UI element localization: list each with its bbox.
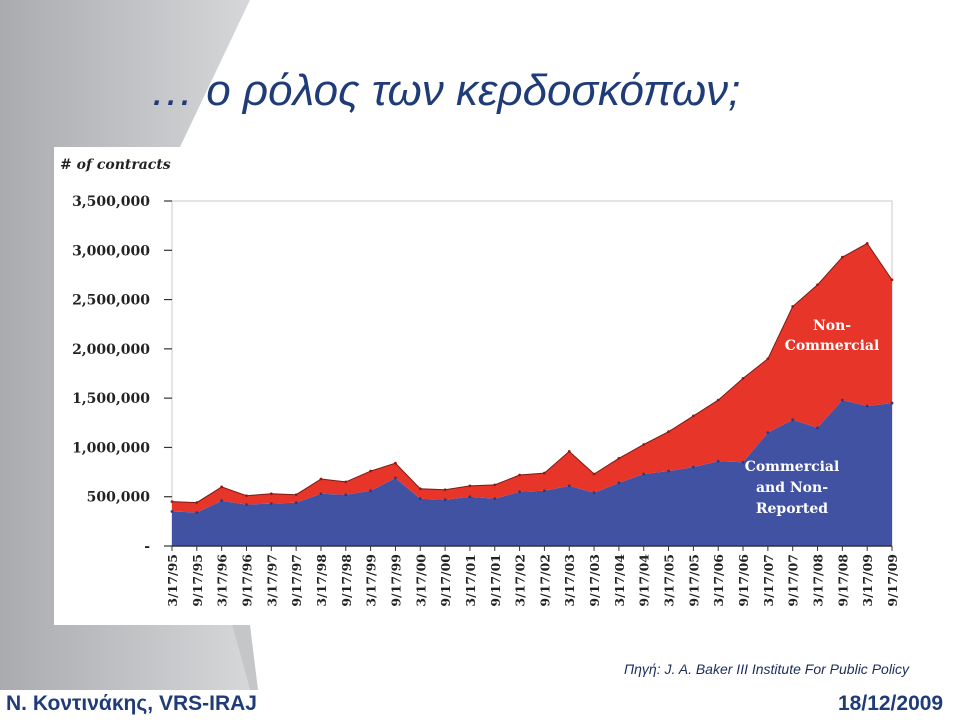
point-commercial — [567, 484, 571, 488]
point-commercial — [691, 465, 695, 469]
x-tick-label: 3/17/01 — [463, 554, 478, 607]
y-tick-label: - — [144, 539, 150, 555]
x-tick-label: 9/17/09 — [885, 554, 900, 607]
point-commercial — [592, 491, 596, 495]
point-commercial — [245, 503, 248, 506]
annotation-commercial: Commercial and Non-Reported — [745, 459, 840, 517]
x-tick-label: 3/17/05 — [662, 554, 677, 607]
x-tick-label: 9/17/00 — [438, 554, 453, 607]
x-tick-label: 3/17/96 — [215, 554, 230, 607]
y-tick-label: 1,000,000 — [72, 440, 150, 456]
annotation-non-commercial: Non-Commercial — [785, 318, 880, 354]
x-tick-label: 3/17/98 — [314, 554, 329, 607]
author-name: Ν. Κοντινάκης, VRS-IRAJ — [6, 692, 257, 715]
x-tick-label: 3/17/04 — [612, 554, 627, 607]
x-tick-label: 3/17/08 — [811, 554, 826, 607]
point-commercial — [394, 476, 397, 480]
x-tick-label: 9/17/02 — [537, 554, 552, 607]
y-tick-label: 500,000 — [87, 490, 151, 506]
point-commercial — [667, 469, 670, 473]
series-noncommercial-area — [172, 243, 892, 513]
x-tick-label: 3/17/03 — [562, 554, 577, 607]
series-top-edge — [171, 242, 893, 504]
point-commercial — [642, 472, 646, 476]
slide-date: 18/12/2009 — [838, 692, 944, 715]
point-commercial — [269, 502, 273, 506]
source-note: Πηγή: J. A. Baker III Institute For Publ… — [624, 661, 910, 677]
x-tick-label: 9/17/07 — [786, 554, 801, 607]
point-commercial — [418, 497, 422, 501]
x-tick-label: 9/17/03 — [587, 554, 602, 607]
x-tick-label: 3/17/09 — [860, 554, 875, 607]
point-commercial — [170, 510, 174, 513]
x-tick-label: 9/17/05 — [686, 554, 701, 607]
x-tick-label: 3/17/97 — [264, 554, 279, 607]
point-commercial — [816, 426, 819, 430]
point-commercial — [617, 481, 621, 485]
point-commercial — [493, 497, 497, 501]
stacked-area-chart: # of contracts - 500,000 1,000,000 1,500,000… — [60, 157, 900, 607]
x-tick-label: 9/17/06 — [736, 554, 751, 607]
point-commercial — [443, 498, 447, 502]
chart-panel: # of contracts - 500,000 1,000,000 1,500,000… — [54, 147, 906, 625]
point-commercial — [716, 459, 720, 463]
point-commercial — [294, 501, 298, 505]
slide-title: … ο ρόλος των κερδοσκόπων; — [150, 66, 741, 115]
x-tick-label: 9/17/01 — [488, 554, 503, 607]
x-tick-label: 3/17/07 — [761, 554, 776, 607]
point-commercial — [865, 404, 869, 408]
point-commercial — [195, 511, 199, 514]
point-commercial — [518, 490, 521, 494]
x-tick-label: 9/17/99 — [388, 554, 403, 607]
point-commercial — [890, 401, 894, 405]
x-tick-label: 9/17/97 — [289, 554, 304, 607]
point-commercial — [543, 489, 546, 493]
x-tick-label: 9/17/96 — [239, 554, 254, 607]
point-commercial — [319, 492, 323, 496]
y-axis-label: # of contracts — [60, 157, 171, 173]
x-tick-label: 3/17/06 — [711, 554, 726, 607]
point-commercial — [369, 489, 373, 493]
x-tick-label: 3/17/02 — [513, 554, 528, 607]
x-tick-label: 9/17/98 — [339, 554, 354, 607]
point-commercial — [791, 418, 795, 422]
y-tick-label: 1,500,000 — [72, 391, 150, 407]
x-tick-label: 9/17/08 — [835, 554, 850, 607]
series-commercial-area — [172, 400, 892, 546]
x-tick-label: 3/17/00 — [413, 554, 428, 607]
y-tick-label: 3,000,000 — [72, 243, 150, 259]
point-commercial — [840, 398, 844, 402]
point-commercial — [344, 493, 348, 497]
point-commercial — [766, 431, 770, 435]
x-tick-label: 9/17/95 — [190, 554, 205, 607]
y-tick-label: 3,500,000 — [72, 194, 150, 210]
x-tick-label: 3/17/95 — [165, 554, 180, 607]
x-tick-label: 3/17/99 — [364, 554, 379, 607]
point-commercial — [741, 460, 745, 464]
y-tick-label: 2,000,000 — [72, 342, 150, 358]
point-commercial — [220, 499, 224, 503]
y-tick-label: 2,500,000 — [72, 293, 150, 309]
point-commercial — [468, 495, 472, 499]
x-tick-label: 9/17/04 — [637, 554, 652, 607]
